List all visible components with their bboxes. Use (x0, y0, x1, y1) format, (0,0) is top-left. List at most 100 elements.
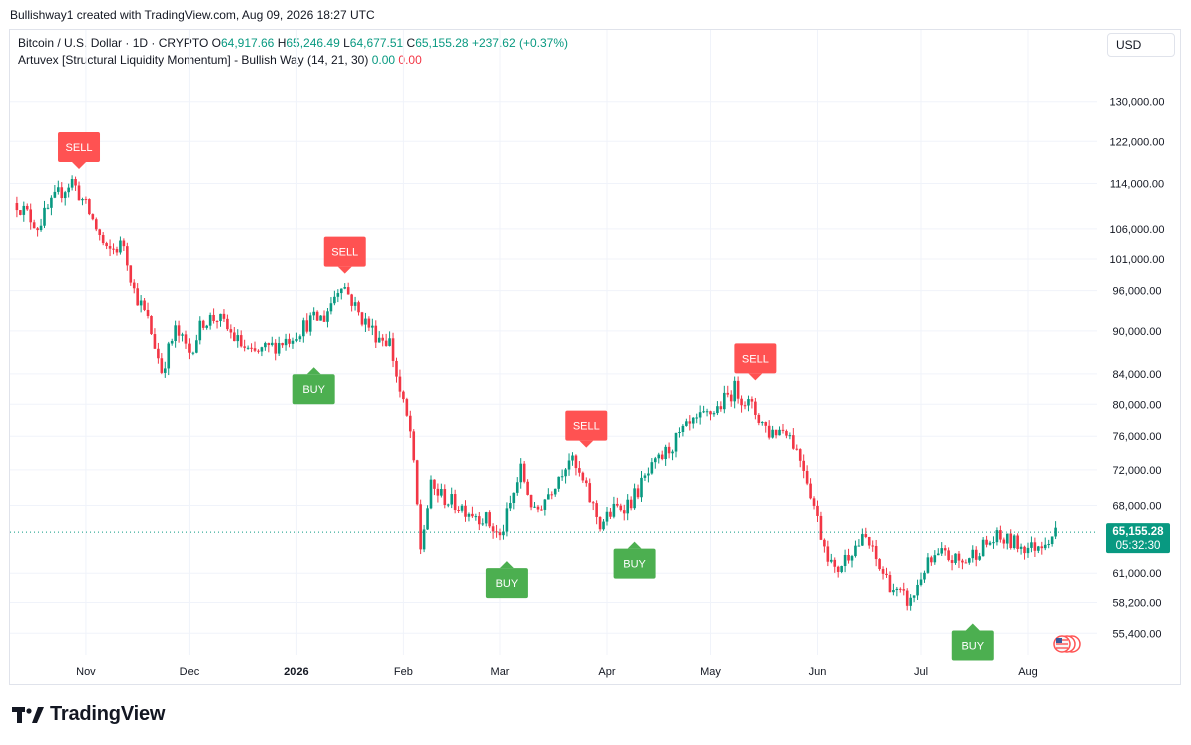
candle-body (250, 347, 253, 349)
candle-body (1030, 542, 1033, 548)
candle-body (888, 575, 892, 593)
candle-body (547, 494, 550, 500)
candle-body (150, 315, 153, 335)
candle-body (346, 287, 350, 295)
candle-body (1002, 539, 1006, 544)
candle-body (650, 462, 654, 474)
candle-body (829, 559, 833, 562)
tradingview-brand[interactable]: TradingView (50, 703, 166, 725)
candle-body (426, 508, 429, 530)
candle-body (698, 412, 702, 418)
candle-body (695, 417, 699, 419)
candle-body (712, 413, 716, 415)
candle-body (515, 482, 519, 493)
candle-body (943, 548, 947, 551)
y-tick-label: 122,000.00 (1109, 136, 1164, 148)
candle-body (591, 502, 595, 504)
candle-body (384, 340, 388, 346)
sell-signal-box (323, 236, 366, 267)
candle-body (433, 479, 436, 489)
symbol-name[interactable]: Bitcoin / U.S. Dollar · 1D · CRYPTO (18, 36, 209, 50)
candle-body (381, 337, 384, 341)
low-label: L (343, 36, 350, 50)
candle-body (1047, 544, 1050, 546)
candle-body (550, 494, 554, 496)
y-tick-label: 106,000.00 (1109, 224, 1164, 236)
candle-body (999, 530, 1002, 540)
candle-body (757, 414, 761, 423)
candle-body (195, 340, 198, 353)
candle-body (598, 516, 602, 530)
candle-body (981, 539, 985, 557)
candle-body (450, 494, 454, 505)
buy-signal-arrow (499, 561, 514, 569)
candle-body (529, 494, 533, 508)
candle-body (67, 187, 70, 193)
y-tick-label: 68,000.00 (1113, 501, 1162, 513)
candle-body (484, 512, 488, 524)
indicator-line: Artuvex [Structural Liquidity Momentum] … (18, 52, 568, 69)
indicator-name[interactable]: Artuvex [Structural Liquidity Momentum] … (18, 53, 369, 67)
candle-body (478, 516, 481, 525)
candle-body (243, 346, 246, 348)
y-tick-label: 80,000.00 (1113, 399, 1162, 411)
candle-body (181, 334, 184, 336)
candle-body (840, 566, 843, 572)
candle-body (823, 539, 826, 547)
candle-body (671, 451, 674, 454)
candle-body (574, 455, 578, 469)
candle-body (505, 508, 509, 532)
candle-body (98, 229, 102, 235)
candle-body (367, 318, 371, 328)
buy-signal-arrow (306, 367, 321, 375)
candle-body (339, 288, 343, 294)
candle-body (629, 499, 633, 509)
candle-body (246, 347, 250, 349)
countdown-label: 05:32:30 (1116, 540, 1161, 552)
candle-body (892, 590, 895, 593)
candle-body (298, 336, 302, 340)
candle-body (474, 516, 478, 518)
candle-body (560, 476, 564, 478)
candle-body (488, 512, 491, 527)
candle-body (229, 329, 233, 333)
candle-body (760, 422, 764, 424)
candle-body (716, 406, 719, 414)
currency-button[interactable]: USD (1107, 33, 1175, 57)
candle-body (857, 545, 861, 547)
candle-body (878, 559, 881, 570)
candle-body (112, 248, 115, 250)
candle-body (157, 348, 160, 359)
candle-body (343, 287, 347, 289)
sell-signal-box (58, 132, 101, 163)
last-price-badge (1106, 523, 1170, 554)
candle-body (812, 498, 816, 506)
y-tick-label: 61,000.00 (1113, 568, 1162, 580)
candle-body (985, 539, 988, 545)
candle-body (119, 240, 122, 253)
candle-body (843, 554, 847, 567)
buy-signal-label: BUY (496, 578, 519, 590)
candle-body (201, 320, 205, 328)
candle-body (647, 473, 650, 476)
candle-body (940, 548, 944, 554)
y-tick-label: 58,200.00 (1113, 598, 1162, 610)
candle-body (81, 199, 84, 201)
candle-body (802, 460, 805, 471)
candle-body (936, 553, 940, 556)
candle-body (481, 523, 485, 525)
candle-body (319, 315, 322, 321)
candle-body (543, 499, 547, 510)
candle-body (1054, 527, 1057, 537)
candle-body (208, 314, 212, 326)
y-tick-label: 55,400.00 (1113, 628, 1162, 640)
chart-frame (9, 29, 1181, 685)
candle-body (819, 515, 823, 540)
candle-body (961, 560, 964, 563)
candle-body (729, 394, 733, 402)
candle-body (736, 380, 740, 399)
candle-body (53, 191, 57, 198)
candle-body (50, 197, 53, 208)
candle-body (260, 347, 264, 352)
